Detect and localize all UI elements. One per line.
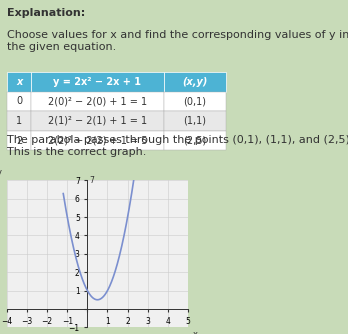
- Bar: [7, 111, 31, 131]
- Text: 7: 7: [89, 176, 94, 185]
- Y-axis label: y: y: [0, 168, 2, 177]
- Bar: [31, 111, 164, 131]
- Bar: [164, 111, 226, 131]
- Text: (1,1): (1,1): [183, 116, 206, 126]
- Bar: [164, 92, 226, 111]
- Bar: [31, 72, 164, 92]
- Bar: [164, 72, 226, 92]
- Text: 0: 0: [16, 97, 22, 107]
- Text: 2(0)² − 2(0) + 1 = 1: 2(0)² − 2(0) + 1 = 1: [48, 97, 147, 107]
- Text: (0,1): (0,1): [183, 97, 206, 107]
- Text: Explanation:: Explanation:: [7, 7, 85, 17]
- Text: Choose values for x and find the corresponding values of y in
the given equation: Choose values for x and find the corresp…: [7, 30, 348, 52]
- Text: y = 2x² − 2x + 1: y = 2x² − 2x + 1: [54, 77, 141, 87]
- X-axis label: x: x: [193, 330, 198, 334]
- Text: 2(2)² − 2(2) + 1 = 5: 2(2)² − 2(2) + 1 = 5: [48, 136, 147, 146]
- Text: 2(1)² − 2(1) + 1 = 1: 2(1)² − 2(1) + 1 = 1: [48, 116, 147, 126]
- Text: x: x: [16, 77, 22, 87]
- Text: 2: 2: [16, 136, 22, 146]
- Bar: [7, 131, 31, 150]
- Bar: [31, 92, 164, 111]
- Bar: [7, 92, 31, 111]
- Text: (2,5): (2,5): [183, 136, 206, 146]
- Bar: [164, 131, 226, 150]
- Text: (x,y): (x,y): [182, 77, 207, 87]
- Text: 1: 1: [16, 116, 22, 126]
- Text: The parabola passes through the points (0,1), (1,1), and (2,5).
This is the corr: The parabola passes through the points (…: [7, 135, 348, 157]
- Bar: [7, 72, 31, 92]
- Bar: [31, 131, 164, 150]
